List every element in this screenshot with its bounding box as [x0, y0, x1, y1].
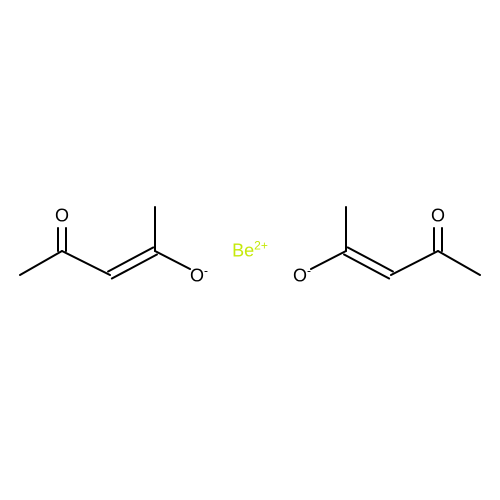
atom-O4: O	[431, 206, 445, 227]
atom-O3: O-	[293, 264, 311, 287]
atom-O1: O	[55, 206, 69, 227]
atom-O2: O-	[190, 264, 208, 287]
atom-Be: Be2+	[232, 239, 268, 262]
